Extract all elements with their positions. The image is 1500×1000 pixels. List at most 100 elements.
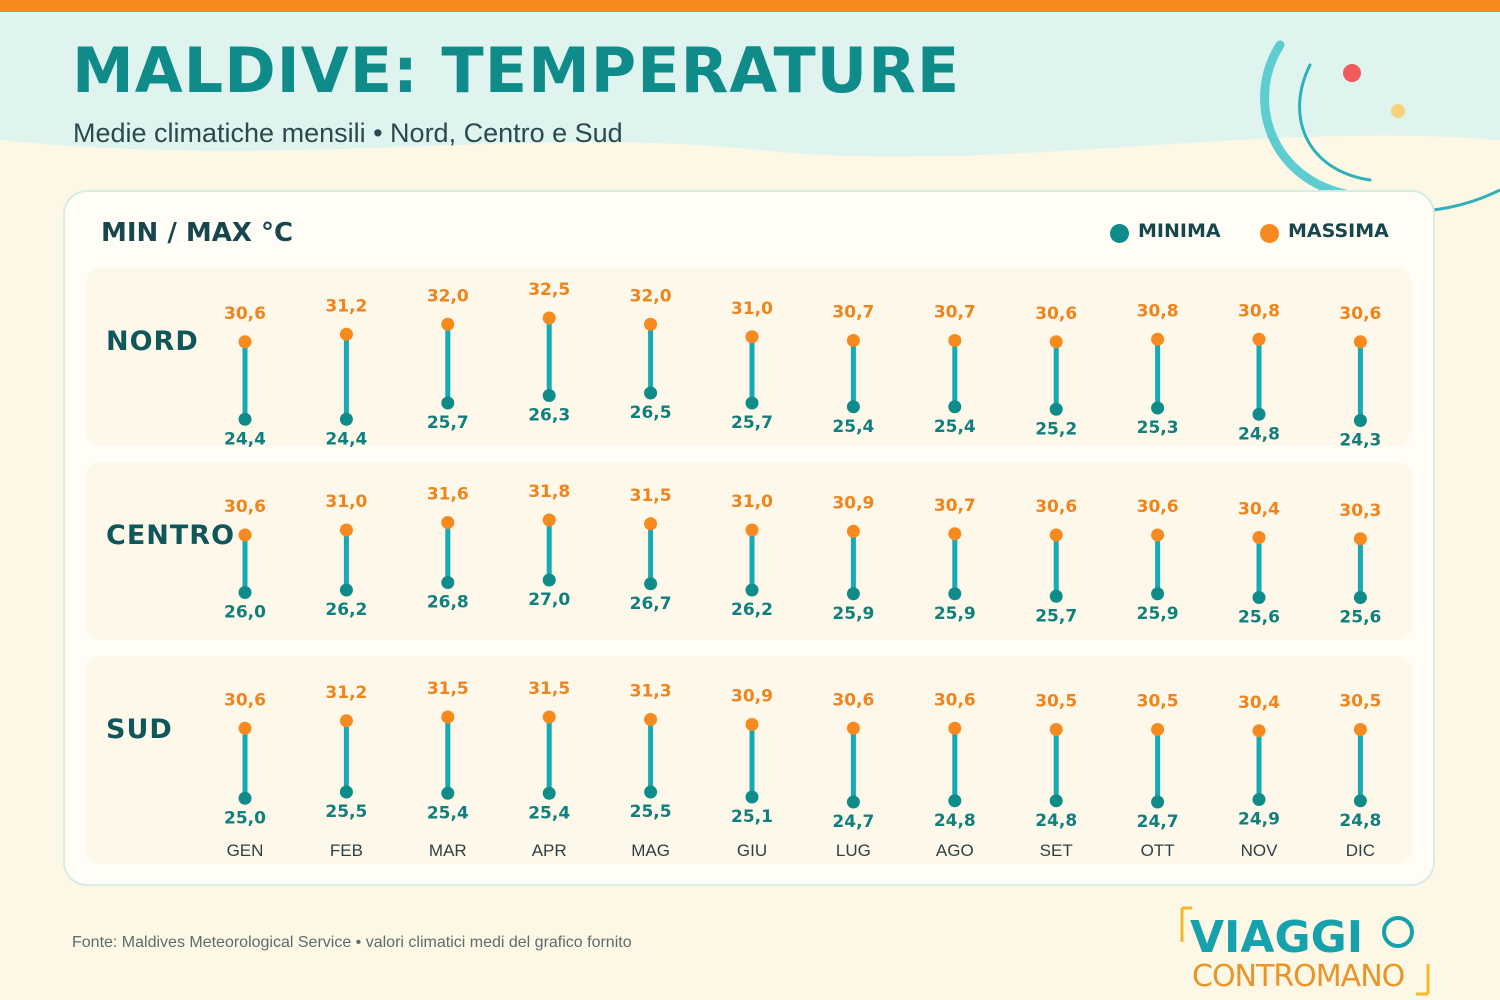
min-label-centro-giu: 26,2 [731,600,773,620]
min-label-sud-ago: 24,8 [934,811,976,831]
month-label-set: SET [1040,841,1073,860]
month-label-apr: APR [532,841,567,860]
min-label-sud-mag: 25,5 [630,802,672,822]
min-point-nord-feb [339,412,353,426]
month-label-gen: GEN [227,841,264,860]
min-point-sud-feb [339,785,353,799]
min-point-nord-mag [644,386,658,400]
min-point-nord-set [1049,402,1063,416]
max-point-nord-nov [1252,332,1266,346]
yellow-dot-icon [1391,104,1405,118]
max-label-sud-mar: 31,5 [427,679,469,699]
max-point-sud-giu [745,718,759,731]
min-point-sud-mag [644,785,658,799]
max-label-nord-dic: 30,6 [1339,304,1381,324]
min-point-centro-ott [1151,587,1165,601]
min-label-sud-feb: 25,5 [325,802,367,822]
min-label-nord-set: 25,2 [1035,419,1077,439]
region-band-centro [86,462,1412,640]
min-point-centro-gen [238,586,252,599]
max-point-centro-feb [339,523,353,537]
max-label-nord-nov: 30,8 [1238,301,1280,321]
legend-minima-dot-icon [1110,224,1129,243]
max-label-nord-ago: 30,7 [934,303,976,323]
max-point-sud-mag [644,713,658,726]
max-point-nord-lug [846,334,860,347]
max-point-nord-mar [441,317,455,331]
min-label-sud-set: 24,8 [1035,811,1077,831]
min-point-centro-mag [644,577,658,591]
min-point-nord-mar [441,396,455,410]
max-label-centro-lug: 30,9 [832,493,874,513]
min-label-nord-dic: 24,3 [1339,431,1381,451]
region-label-centro: CENTRO [106,520,236,551]
max-point-centro-lug [846,524,860,538]
min-label-centro-lug: 25,9 [832,604,874,624]
min-label-sud-lug: 24,7 [832,812,874,832]
max-point-centro-mar [441,516,455,529]
month-label-feb: FEB [330,841,363,860]
min-label-nord-lug: 25,4 [832,417,874,437]
max-label-centro-gen: 30,6 [224,497,266,517]
month-label-nov: NOV [1241,841,1279,860]
region-band-sud [86,656,1412,864]
min-point-nord-gen [238,412,252,426]
decorative-circles [1260,40,1500,213]
max-point-nord-apr [542,311,556,325]
min-point-sud-giu [745,790,759,804]
logo-line-1: VIAGGI [1190,912,1363,963]
max-label-centro-mar: 31,6 [427,485,469,505]
max-point-centro-mag [644,517,658,531]
max-label-sud-giu: 30,9 [731,687,773,707]
max-label-centro-mag: 31,5 [630,486,672,506]
max-label-nord-giu: 31,0 [731,299,773,319]
max-point-centro-gen [238,528,252,542]
max-label-nord-mar: 32,0 [427,286,469,306]
legend-minima: MINIMA [1110,218,1221,243]
globe-icon [1382,916,1414,948]
month-label-ott: OTT [1141,841,1175,860]
max-label-centro-ott: 30,6 [1137,497,1179,517]
legend-massima-dot-icon [1260,224,1279,243]
header-wave-band [0,12,1500,157]
min-point-centro-ago [948,587,962,601]
min-point-centro-dic [1353,591,1367,604]
min-point-centro-nov [1252,591,1266,604]
min-point-sud-gen [238,791,252,805]
legend-massima-label: MASSIMA [1288,219,1389,242]
min-point-sud-lug [846,795,860,809]
max-label-sud-dic: 30,5 [1339,692,1381,712]
max-label-sud-lug: 30,6 [832,690,874,710]
min-point-nord-nov [1252,407,1266,421]
max-point-nord-feb [339,327,353,341]
region-label-nord: NORD [106,326,199,357]
min-label-nord-ago: 25,4 [934,417,976,437]
max-point-centro-ott [1151,528,1165,542]
max-point-sud-mar [441,710,455,724]
min-point-sud-ago [948,794,962,808]
min-label-sud-ott: 24,7 [1137,812,1179,832]
max-point-sud-lug [846,721,860,735]
min-label-nord-giu: 25,7 [731,413,773,433]
min-point-nord-dic [1353,414,1367,427]
month-label-dic: DIC [1346,841,1375,860]
min-point-sud-nov [1252,793,1266,806]
min-point-nord-apr [542,389,556,402]
max-point-sud-dic [1353,723,1367,736]
max-label-centro-ago: 30,7 [934,496,976,516]
min-point-sud-ott [1151,795,1165,809]
min-label-nord-nov: 24,8 [1238,424,1280,444]
max-label-nord-lug: 30,7 [832,303,874,323]
month-label-giu: GIU [737,841,767,860]
min-label-nord-mar: 25,7 [427,413,469,433]
month-label-ago: AGO [936,841,974,860]
min-point-centro-lug [846,587,860,601]
min-label-centro-feb: 26,2 [325,600,367,620]
max-point-nord-ott [1151,332,1165,346]
min-point-sud-dic [1353,794,1367,808]
max-label-nord-ott: 30,8 [1137,301,1179,321]
min-label-nord-apr: 26,3 [528,406,570,426]
max-point-nord-ago [948,334,962,347]
max-label-sud-mag: 31,3 [630,682,672,702]
min-label-sud-mar: 25,4 [427,803,469,823]
